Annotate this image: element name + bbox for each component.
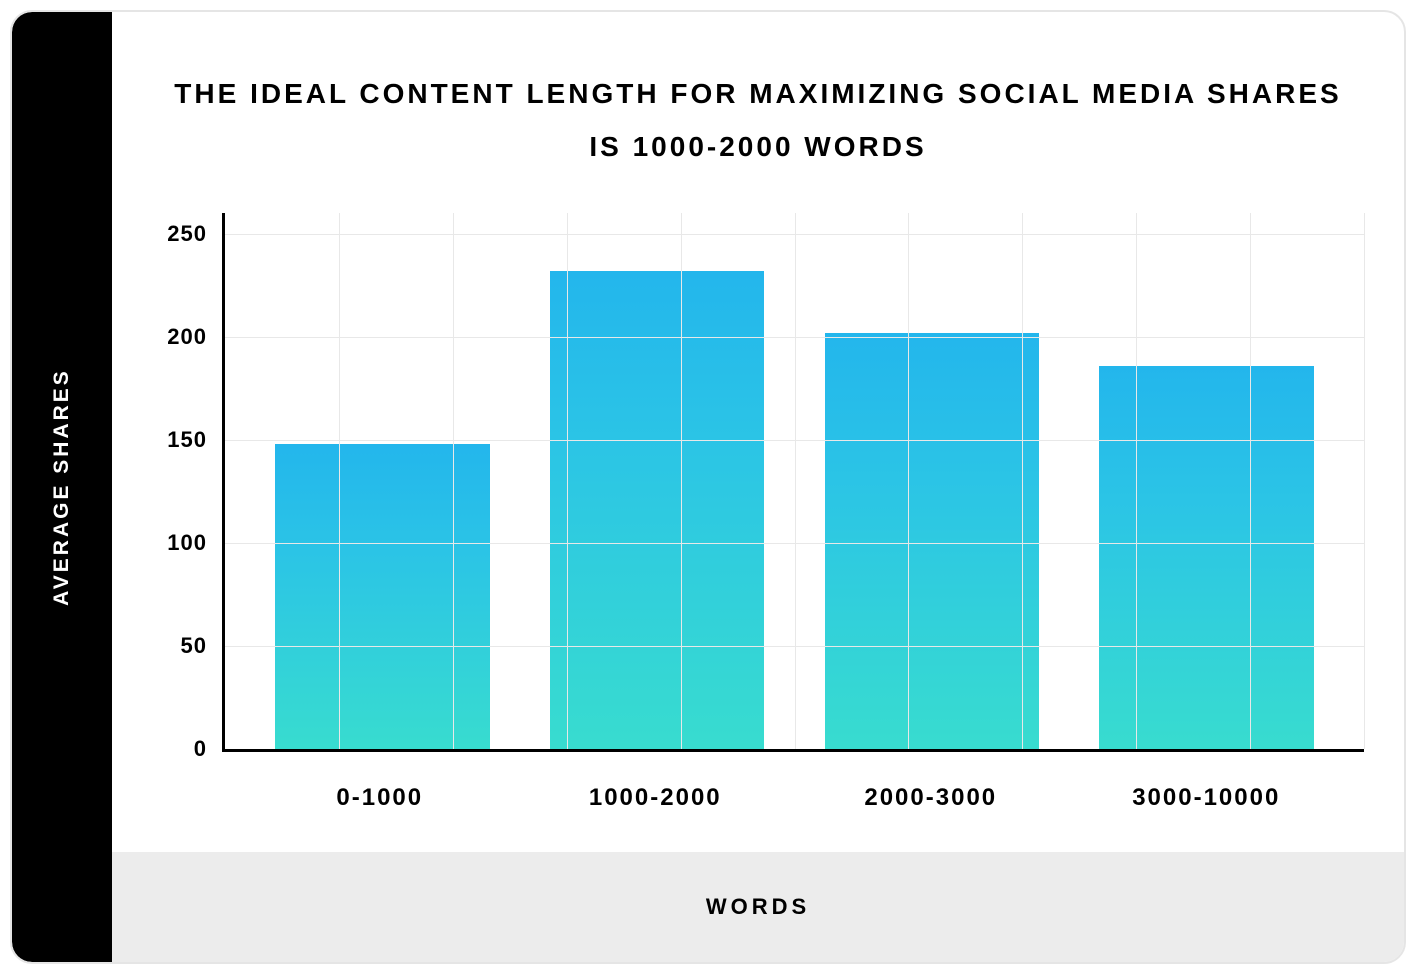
x-tick-label: 3000-10000 [1069,784,1345,812]
gridline-v [908,213,909,749]
bar-slot [1069,213,1344,749]
x-axis-strip: WORDS [112,852,1404,962]
chart-title: THE IDEAL CONTENT LENGTH FOR MAXIMIZING … [172,67,1344,173]
bar [825,333,1039,749]
title-wrap: THE IDEAL CONTENT LENGTH FOR MAXIMIZING … [112,12,1404,203]
gridline-v [339,213,340,749]
bar [1099,366,1313,749]
gridline-v [453,213,454,749]
y-tick-label: 0 [194,736,225,762]
plot-area: 050100150200250 [222,213,1364,752]
bar-slot [520,213,795,749]
x-tick-label: 0-1000 [242,784,518,812]
gridline-v [1364,213,1365,749]
x-tick-labels: 0-10001000-20002000-30003000-10000 [222,784,1364,812]
y-tick-label: 200 [167,324,225,350]
x-tick-label: 1000-2000 [518,784,794,812]
gridline-v [1250,213,1251,749]
gridline-v [1022,213,1023,749]
plot-zone: 050100150200250 0-10001000-20002000-3000… [112,203,1404,852]
x-axis-label: WORDS [706,894,810,920]
gridline-v [1136,213,1137,749]
bar-slot [795,213,1070,749]
bar [275,444,489,749]
x-tick-label: 2000-3000 [793,784,1069,812]
left-sidebar: AVERAGE SHARES [12,12,112,962]
y-tick-label: 50 [181,633,225,659]
bar-slot [245,213,520,749]
bar [550,271,764,749]
chart-card: AVERAGE SHARES THE IDEAL CONTENT LENGTH … [10,10,1406,964]
gridline-v [795,213,796,749]
y-tick-label: 150 [167,427,225,453]
y-axis-label: AVERAGE SHARES [50,368,74,606]
gridline-v [567,213,568,749]
content-area: THE IDEAL CONTENT LENGTH FOR MAXIMIZING … [112,12,1404,962]
y-tick-label: 250 [167,221,225,247]
y-tick-label: 100 [167,530,225,556]
gridline-v [681,213,682,749]
